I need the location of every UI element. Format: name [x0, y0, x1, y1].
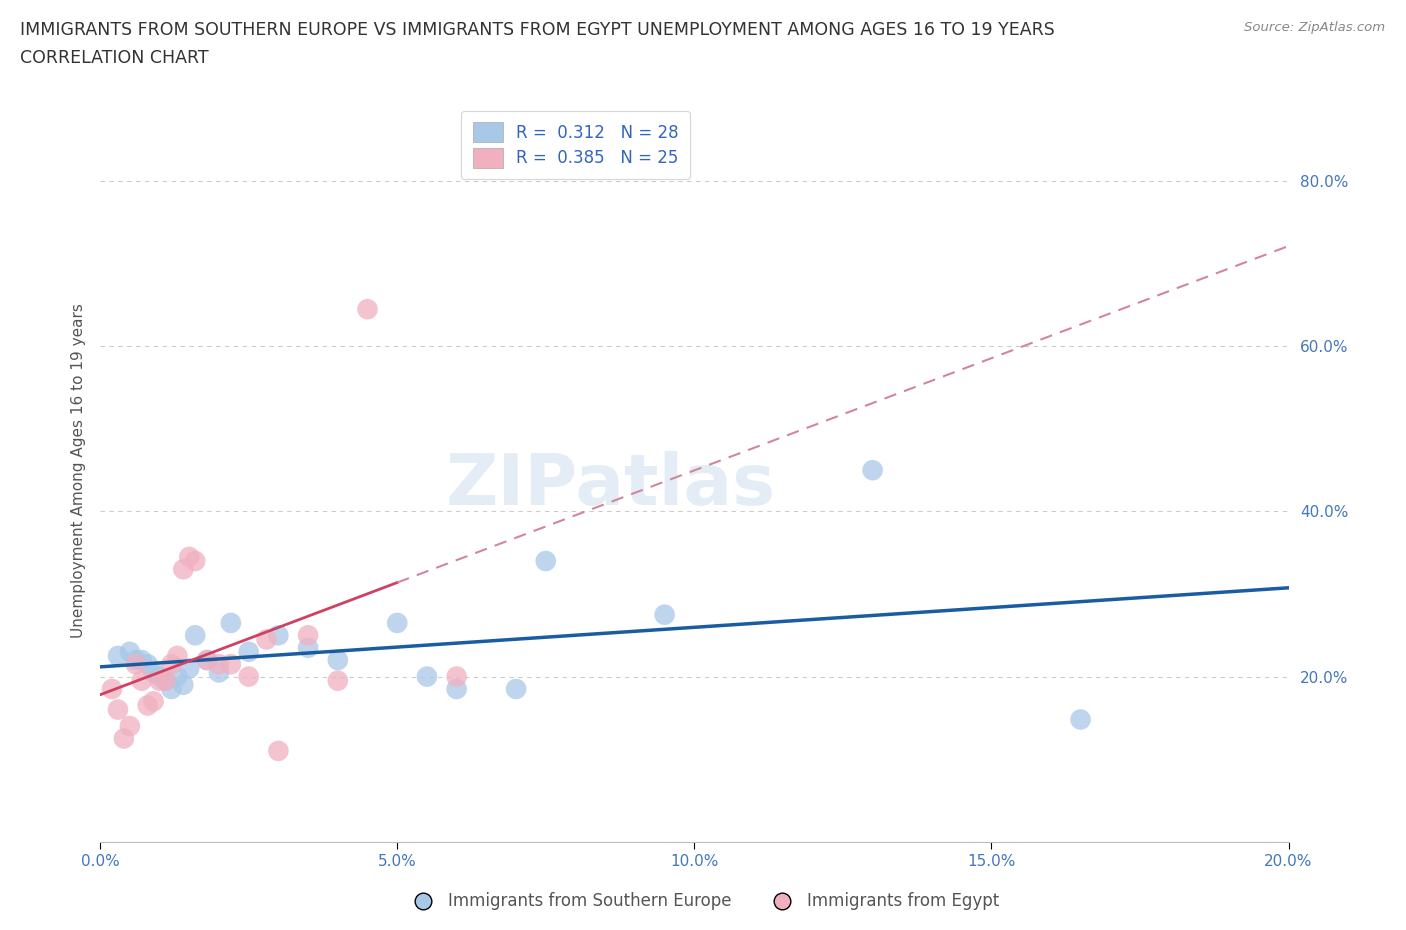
- Point: [184, 628, 207, 643]
- Legend: Immigrants from Southern Europe, Immigrants from Egypt: Immigrants from Southern Europe, Immigra…: [401, 885, 1005, 917]
- Point: [195, 653, 218, 668]
- Point: [136, 657, 159, 671]
- Point: [862, 463, 884, 478]
- Point: [356, 301, 378, 316]
- Point: [326, 653, 349, 668]
- Point: [107, 648, 129, 663]
- Point: [446, 670, 468, 684]
- Point: [179, 550, 201, 565]
- Point: [1070, 712, 1092, 727]
- Point: [131, 673, 153, 688]
- Point: [446, 682, 468, 697]
- Point: [142, 665, 165, 680]
- Point: [416, 670, 439, 684]
- Y-axis label: Unemployment Among Ages 16 to 19 years: Unemployment Among Ages 16 to 19 years: [72, 303, 86, 638]
- Point: [179, 661, 201, 676]
- Point: [534, 553, 557, 568]
- Point: [238, 670, 260, 684]
- Point: [112, 731, 135, 746]
- Text: Source: ZipAtlas.com: Source: ZipAtlas.com: [1244, 21, 1385, 34]
- Point: [326, 673, 349, 688]
- Point: [654, 607, 676, 622]
- Point: [118, 719, 141, 734]
- Point: [256, 632, 278, 647]
- Point: [160, 682, 183, 697]
- Point: [160, 657, 183, 671]
- Point: [142, 694, 165, 709]
- Point: [125, 653, 148, 668]
- Point: [172, 677, 194, 692]
- Text: ZIPatlas: ZIPatlas: [446, 450, 776, 520]
- Point: [297, 640, 319, 655]
- Point: [219, 616, 242, 631]
- Point: [387, 616, 409, 631]
- Point: [166, 670, 188, 684]
- Point: [125, 657, 148, 671]
- Point: [184, 553, 207, 568]
- Point: [118, 644, 141, 659]
- Point: [219, 657, 242, 671]
- Point: [155, 673, 177, 688]
- Text: CORRELATION CHART: CORRELATION CHART: [20, 49, 208, 67]
- Point: [297, 628, 319, 643]
- Point: [172, 562, 194, 577]
- Point: [267, 628, 290, 643]
- Point: [131, 653, 153, 668]
- Point: [505, 682, 527, 697]
- Point: [208, 657, 231, 671]
- Point: [148, 670, 170, 684]
- Point: [101, 682, 124, 697]
- Text: IMMIGRANTS FROM SOUTHERN EUROPE VS IMMIGRANTS FROM EGYPT UNEMPLOYMENT AMONG AGES: IMMIGRANTS FROM SOUTHERN EUROPE VS IMMIG…: [20, 21, 1054, 39]
- Point: [107, 702, 129, 717]
- Legend: R =  0.312   N = 28, R =  0.385   N = 25: R = 0.312 N = 28, R = 0.385 N = 25: [461, 111, 690, 179]
- Point: [148, 673, 170, 688]
- Point: [195, 653, 218, 668]
- Point: [155, 673, 177, 688]
- Point: [238, 644, 260, 659]
- Point: [267, 743, 290, 758]
- Point: [136, 698, 159, 713]
- Point: [166, 648, 188, 663]
- Point: [208, 665, 231, 680]
